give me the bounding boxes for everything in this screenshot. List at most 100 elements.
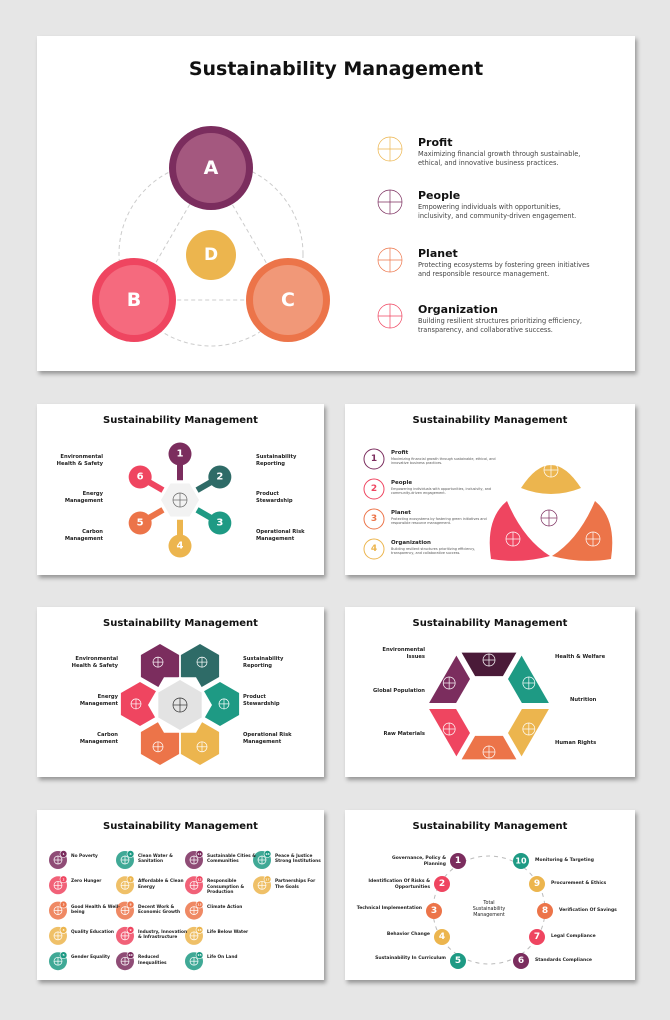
step-circle [434, 876, 450, 892]
slide-title: Sustainability Management [103, 821, 258, 832]
right-label: Sustainability Reporting [243, 656, 284, 669]
step-label: Monitoring & Targeting [535, 858, 594, 863]
segment-icon [522, 722, 536, 736]
center-label: Total Sustainability Management [472, 901, 506, 918]
goal-label: Responsible Consumption & Production [207, 879, 245, 896]
step-circle [128, 465, 152, 489]
slide-7[interactable]: Sustainability Management 1 2 3 4 5 6 7 8 9 10 Gov… [345, 810, 635, 980]
step-label: Technical Implementation [356, 906, 422, 911]
segment-icon [482, 745, 496, 759]
right-label: Sustainability Reporting [256, 454, 297, 467]
step-label: Identification Of Risks & Opportunities [368, 879, 430, 890]
hex-segment [180, 644, 220, 688]
goal-number: 14 [197, 928, 201, 932]
number-circle [363, 508, 385, 530]
goal-symbol-icon [53, 956, 63, 966]
segment-icon [196, 741, 208, 753]
item-description: Building resilient structures prioritizi… [418, 317, 582, 334]
ring-segment [508, 709, 549, 757]
circle-letter: B [127, 289, 141, 311]
diagram: 1 2 3 4 5 6 [128, 442, 232, 558]
goal-label: Sustainable Cities & Communities [207, 854, 256, 865]
item-description: Building resilient structures prioritizi… [391, 547, 476, 556]
left-label: Raw Materials [383, 731, 425, 737]
circle-letter: A [204, 157, 219, 179]
goal-label: Clean Water & Sanitation [138, 854, 173, 865]
goal-symbol-icon [189, 931, 199, 941]
goal-label: Climate Action [207, 904, 243, 910]
goal-number: 2 [62, 877, 64, 881]
team-network-icon [377, 303, 403, 329]
goal-symbol-icon [189, 855, 199, 865]
slide-5[interactable]: Sustainability Management Environmental … [345, 607, 635, 777]
goal-number: 5 [62, 953, 64, 957]
goal-symbol-icon [120, 880, 130, 890]
step-circle [450, 853, 466, 869]
right-label: Operational Risk Management [243, 732, 292, 745]
goal-label: Peace & Justice Strong Institutions [275, 854, 321, 865]
item-number: 3 [371, 514, 377, 524]
step-circle [208, 465, 232, 489]
goal-number: 4 [62, 928, 64, 932]
hex-segment [140, 644, 180, 688]
step-number: 1 [455, 856, 461, 866]
goal-symbol-icon [189, 956, 199, 966]
item-number: 2 [371, 484, 377, 494]
step-number: 2 [439, 879, 445, 889]
slide-6[interactable]: Sustainability Management 1 2 3 4 5 6 7 8 9 10 11 1… [37, 810, 324, 980]
goal-number: 9 [129, 928, 131, 932]
step-circle [513, 953, 529, 969]
goal-label: Life Below Water [207, 929, 249, 935]
goal-number: 10 [128, 953, 132, 957]
goal-label: Reduced Inequalities [138, 955, 167, 966]
goal-symbol-icon [257, 880, 267, 890]
item-title: Planet [418, 247, 458, 260]
goal-symbol-icon [53, 855, 63, 865]
slide-4[interactable]: Sustainability Management Environmental … [37, 607, 324, 777]
goal-label: Industry, Innovation & Infrastructure [138, 929, 188, 941]
diagram: A B C D [92, 126, 403, 347]
people-segment [489, 501, 550, 561]
goal-symbol-icon [53, 906, 63, 915]
diagram: 1 2 3 4 [363, 448, 613, 561]
segment-icon [130, 698, 142, 710]
step-number: 2 [216, 472, 223, 483]
segment-icon [218, 698, 230, 710]
step-circle [208, 511, 232, 535]
step-label: Standards Compliance [535, 958, 592, 963]
step-number: 3 [431, 906, 437, 916]
gear-leaf-icon [172, 492, 188, 508]
slide-1[interactable]: Sustainability Management A B C D Profit Maxi… [37, 36, 635, 371]
right-label: Health & Welfare [555, 654, 606, 660]
person-target-icon [505, 531, 521, 547]
step-label: Sustainability In Curriculum [375, 956, 446, 961]
goal-symbol-icon [120, 906, 130, 915]
step-number: 5 [137, 518, 144, 529]
segment-icon [152, 656, 164, 668]
item-description: Maximizing financial growth through sust… [418, 150, 581, 167]
segment-icon [442, 676, 456, 690]
target-chart-icon [377, 136, 403, 162]
step-circle [450, 953, 466, 969]
left-label: Energy Management [64, 491, 103, 504]
slide-title: Sustainability Management [188, 58, 484, 80]
slide-title: Sustainability Management [412, 618, 568, 629]
left-label: Carbon Management [79, 732, 118, 745]
team-network-icon [543, 462, 559, 478]
planet-segment [552, 501, 613, 561]
left-label: Global Population [373, 688, 425, 694]
left-label: Environmental Health & Safety [56, 454, 103, 467]
goal-number: 3 [62, 903, 64, 907]
step-number: 7 [534, 932, 540, 942]
item-description: Empowering individuals with opportunitie… [418, 203, 577, 220]
item-description: Protecting ecosystems by fostering green… [391, 517, 487, 526]
slide-2[interactable]: Sustainability Management 1 2 3 4 5 6 Environm… [37, 404, 324, 575]
goal-number: 16 [265, 852, 269, 856]
goal-number: 1 [62, 852, 64, 856]
step-circle [537, 903, 553, 919]
goal-label: Affordable & Clean Energy [138, 879, 184, 890]
profit-segment [521, 465, 581, 494]
goal-number: 13 [197, 903, 201, 907]
number-circle [363, 448, 385, 470]
slide-3[interactable]: Sustainability Management 1 2 3 4 Profit Maxi… [345, 404, 635, 575]
